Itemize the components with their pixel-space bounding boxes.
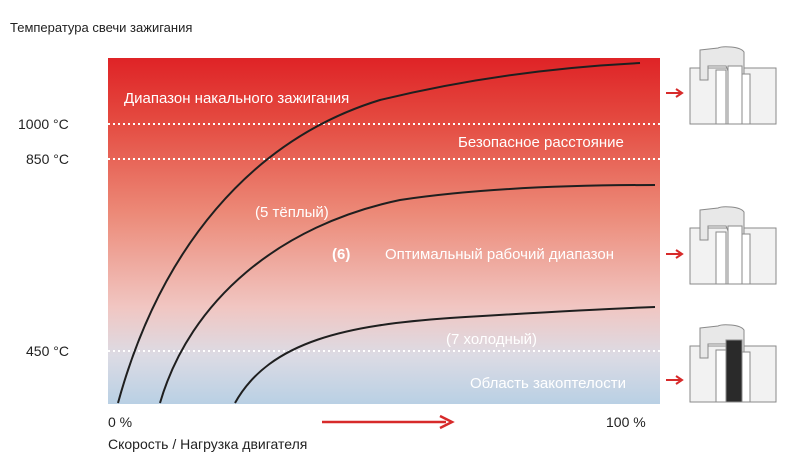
y-tick-850: 850 °C — [26, 151, 69, 167]
zone-preignition: Диапазон накального зажигания — [124, 90, 349, 107]
arrow-to-optimal-plug — [666, 249, 684, 259]
spark-plug-fouled-icon — [689, 324, 777, 403]
y-tick-450: 450 °C — [26, 343, 69, 359]
x-axis-arrow — [322, 414, 455, 430]
curve-warm — [117, 62, 641, 404]
curve-label-cold: (7 холодный) — [446, 331, 537, 348]
temperature-gradient-area — [108, 58, 660, 404]
spark-plug-optimal-icon — [689, 206, 777, 285]
x-tick-100: 100 % — [606, 414, 646, 430]
curve-cold — [234, 306, 656, 404]
zone-fouling: Область закоптелости — [470, 375, 626, 392]
zone-optimal: Оптимальный рабочий диапазон — [385, 246, 614, 263]
arrow-to-hot-plug — [666, 88, 684, 98]
chart-title: Температура свечи зажигания — [10, 20, 193, 35]
zone-safety-margin: Безопасное расстояние — [458, 134, 624, 151]
curve-label-warm: (5 тёплый) — [255, 204, 329, 221]
x-axis-label: Скорость / Нагрузка двигателя — [108, 436, 308, 452]
y-tick-1000: 1000 °C — [18, 116, 69, 132]
spark-plug-hot-icon — [689, 46, 777, 125]
curve-medium — [159, 184, 656, 404]
arrow-to-fouled-plug — [666, 375, 684, 385]
curve-label-medium: (6) — [332, 246, 350, 263]
x-tick-0: 0 % — [108, 414, 133, 430]
